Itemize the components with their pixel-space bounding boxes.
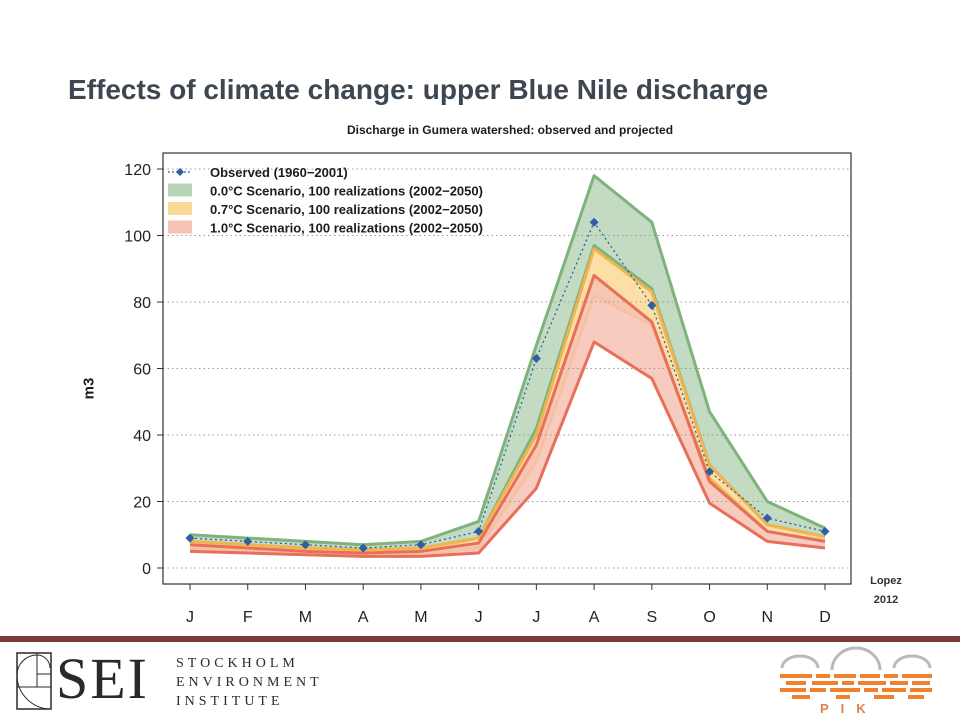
observed-point	[358, 543, 368, 553]
observed-point	[185, 533, 195, 543]
bands-layer	[189, 174, 826, 558]
observed-point	[647, 300, 657, 310]
legend-band-key	[168, 183, 192, 197]
observed-point	[705, 467, 715, 477]
chart-title: Discharge in Gumera watershed: observed …	[346, 123, 674, 137]
sei-name: STOCKHOLM ENVIRONMENT INSTITUTE	[176, 654, 323, 711]
pik-label: PIK	[820, 701, 878, 716]
slide-title: Effects of climate change: upper Blue Ni…	[68, 74, 769, 105]
y-tick-label: 20	[133, 495, 151, 512]
footer-rule	[0, 636, 960, 642]
x-tick-label: A	[358, 609, 369, 626]
sei-logo: SEI STOCKHOLM ENVIRONMENT INSTITUTE	[16, 646, 319, 712]
sei-name-line-1: STOCKHOLM	[176, 656, 299, 671]
x-tick-label: J	[475, 609, 483, 626]
legend-entry-label: 0.0°C Scenario, 100 realizations (2002−2…	[210, 184, 483, 199]
band-upper-edge-1	[189, 247, 826, 552]
legend-entry-label: Observed (1960−2001)	[210, 165, 348, 180]
x-tick-label: O	[703, 609, 715, 626]
citation-author: Lopez	[870, 575, 902, 587]
pik-logo: PIK	[776, 646, 936, 720]
sei-emblem-icon	[16, 652, 52, 710]
x-tick-label: J	[532, 609, 540, 626]
y-tick-label: 0	[142, 561, 151, 578]
x-tick-label: D	[819, 609, 831, 626]
legend-marker-key	[176, 168, 184, 176]
observed-point	[416, 540, 426, 550]
observed-point	[820, 526, 830, 536]
axis-layer: 0 20 40 60 80 100 120 J F M A M J J A S O N D	[124, 162, 830, 626]
legend-entry-label: 1.0°C Scenario, 100 realizations (2002−2…	[210, 221, 483, 236]
citation: Lopez 2012	[858, 572, 914, 610]
observed-point	[762, 513, 772, 523]
y-tick-label: 120	[124, 162, 151, 179]
sei-name-line-3: INSTITUTE	[176, 694, 284, 709]
band-upper-edge-0	[189, 174, 826, 547]
x-tick-label: N	[761, 609, 773, 626]
observed-layer	[185, 217, 830, 553]
observed-point	[243, 536, 253, 546]
legend-layer: Observed (1960−2001) 0.0°C Scenario, 100 …	[168, 165, 483, 236]
citation-year: 2012	[873, 594, 899, 606]
observed-point	[300, 540, 310, 550]
band-area-2	[190, 275, 825, 557]
y-tick-label: 80	[133, 295, 151, 312]
discharge-chart: 0 20 40 60 80 100 120 J F M A M J J A S O N D Observed (19…	[124, 152, 852, 626]
y-tick-label: 40	[133, 428, 151, 445]
band-lower-edge-2	[189, 340, 826, 558]
x-tick-label: S	[646, 609, 657, 626]
sei-letters: SEI	[56, 646, 149, 711]
observed-point	[589, 217, 599, 227]
sei-name-line-2: ENVIRONMENT	[176, 675, 323, 690]
observed-line	[189, 220, 826, 549]
legend-band-key	[168, 202, 192, 215]
x-tick-label: A	[589, 609, 600, 626]
x-tick-label: M	[299, 609, 312, 626]
pik-emblem-icon	[780, 646, 932, 699]
observed-point	[474, 526, 484, 536]
legend-entry-label: 0.7°C Scenario, 100 realizations (2002−2…	[210, 202, 483, 217]
y-axis-label: m3	[80, 377, 98, 400]
band-upper-edge-2	[189, 273, 826, 555]
x-tick-label: J	[186, 609, 194, 626]
x-tick-label: M	[414, 609, 427, 626]
y-tick-label: 60	[133, 362, 151, 379]
observed-point	[531, 354, 541, 364]
x-tick-label: F	[243, 609, 253, 626]
legend-band-key	[168, 220, 192, 234]
y-tick-label: 100	[124, 229, 151, 246]
